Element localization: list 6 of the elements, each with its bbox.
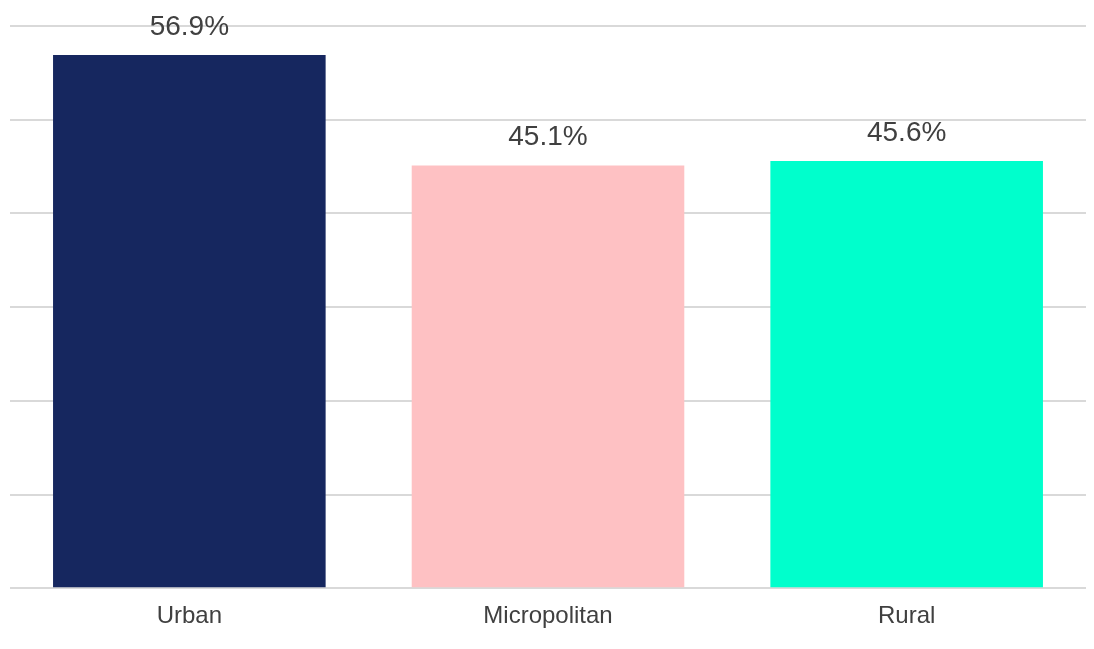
x-tick-label: Rural — [877, 601, 936, 629]
x-tick-label: Urban — [156, 601, 223, 629]
data-label: 56.9% — [149, 9, 230, 41]
data-label: 45.6% — [866, 115, 947, 147]
x-tick-label: Micropolitan — [483, 601, 613, 629]
data-label: 45.1% — [508, 120, 588, 152]
